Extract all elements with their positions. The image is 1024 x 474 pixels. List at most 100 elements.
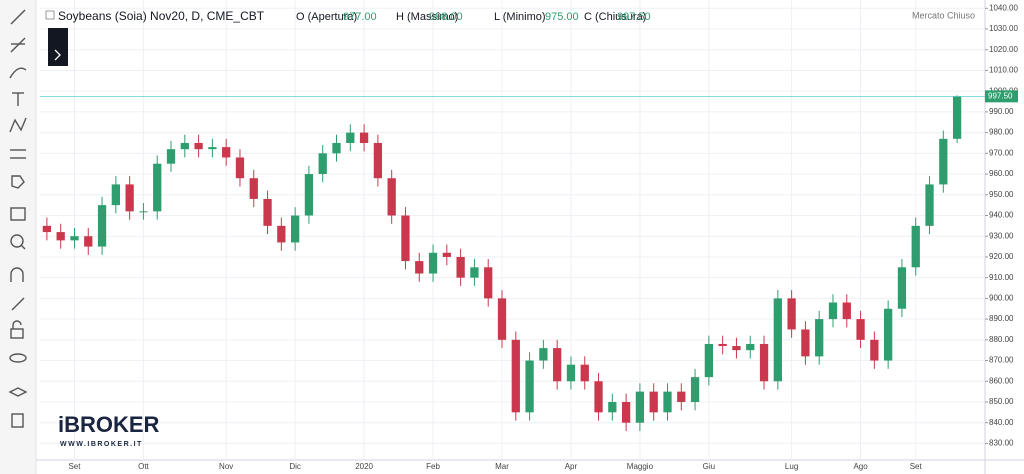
legend-value: 998.00 xyxy=(429,11,463,23)
candle-body xyxy=(952,96,962,139)
collapse-icon[interactable] xyxy=(45,10,55,20)
x-tick-label: Maggio xyxy=(627,462,654,471)
candle-body xyxy=(373,142,383,179)
legend-value: 997.50 xyxy=(617,11,651,23)
candle-body xyxy=(815,319,824,357)
y-tick-label: 920.00 xyxy=(989,252,1014,261)
legend-value: 975.00 xyxy=(545,11,579,23)
y-tick-label: 970.00 xyxy=(989,148,1014,157)
candle-body xyxy=(97,205,107,247)
y-tick-label: 840.00 xyxy=(989,418,1014,427)
candle-body xyxy=(704,343,714,378)
candle-body xyxy=(153,163,162,212)
x-tick-label: Feb xyxy=(426,462,440,471)
candle-body xyxy=(484,267,493,299)
candle-body xyxy=(635,391,645,423)
candle-body xyxy=(539,348,548,361)
ohlc-legend: O (Apertura)977.00 H (Massimo)998.00 L (Mi… xyxy=(296,11,651,23)
candle-body xyxy=(897,267,907,309)
candle-body xyxy=(180,142,189,150)
candle-body xyxy=(70,236,79,241)
candle-body xyxy=(428,252,438,274)
y-tick-label: 930.00 xyxy=(989,231,1014,240)
candle-body xyxy=(594,381,603,413)
y-tick-label: 850.00 xyxy=(989,397,1014,406)
side-panel-toggle[interactable] xyxy=(48,28,68,66)
candle-body xyxy=(649,391,658,413)
candle-body xyxy=(332,142,341,154)
toolbar xyxy=(0,0,36,474)
x-tick-label: Ago xyxy=(853,462,868,471)
candle-body xyxy=(456,256,465,278)
y-tick-label: 960.00 xyxy=(989,169,1014,178)
candle-body xyxy=(939,138,948,185)
candle-body xyxy=(304,174,314,216)
candle-body xyxy=(746,343,755,351)
y-tick-label: 1040.00 xyxy=(989,3,1018,12)
candle-body xyxy=(346,132,355,143)
legend-value: 977.00 xyxy=(343,11,377,23)
brand-url: WWW.IBROKER.IT xyxy=(60,441,143,448)
candle-body xyxy=(290,215,300,243)
candle-body xyxy=(759,343,769,382)
x-tick-label: Set xyxy=(910,462,923,471)
y-tick-label: 1020.00 xyxy=(989,45,1018,54)
brand-name: iBROKER xyxy=(58,412,160,437)
candle-body xyxy=(718,343,727,347)
candles xyxy=(42,95,962,431)
y-tick-label: 910.00 xyxy=(989,273,1014,282)
legend-label: C (Chiusura) xyxy=(584,11,646,23)
candle-body xyxy=(222,147,231,158)
candle-body xyxy=(732,346,741,351)
toggle-arrow xyxy=(54,49,61,61)
x-tick-label: Nov xyxy=(219,462,233,471)
chart-title: Soybeans (Soia) Nov20, D, CME_CBT xyxy=(58,9,265,23)
candle-body xyxy=(566,364,576,382)
candle-body xyxy=(42,225,52,233)
candle-body xyxy=(249,178,258,199)
candle-body xyxy=(842,302,851,320)
candle-body xyxy=(663,391,672,413)
candle-body xyxy=(84,236,93,247)
x-tick-label: Giu xyxy=(703,462,715,471)
candle-body xyxy=(125,184,134,212)
candle-body xyxy=(773,298,782,382)
candle-body xyxy=(263,198,272,226)
y-tick-label: 1010.00 xyxy=(989,66,1018,75)
candle-body xyxy=(911,225,920,268)
y-tick-label: 880.00 xyxy=(989,335,1014,344)
legend-label: H (Massimo) xyxy=(396,11,458,23)
candle-body xyxy=(828,302,838,320)
candle-body xyxy=(525,360,534,413)
legend-label: O (Apertura) xyxy=(296,11,357,23)
legend-label: L (Minimo) xyxy=(494,11,546,23)
x-tick-label: Lug xyxy=(785,462,798,471)
x-tick-label: Ott xyxy=(138,462,149,471)
y-tick-label: 940.00 xyxy=(989,211,1014,220)
candle-body xyxy=(677,391,686,402)
candle-body xyxy=(621,401,631,423)
candle-body xyxy=(870,339,879,361)
x-tick-label: Apr xyxy=(565,462,578,471)
candle-body xyxy=(690,377,700,402)
candle-body xyxy=(277,225,286,243)
candle-body xyxy=(511,339,520,413)
candle-body xyxy=(194,142,203,150)
last-price-label: 997.50 xyxy=(988,91,1013,100)
candle-body xyxy=(442,252,451,257)
y-tick-label: 900.00 xyxy=(989,293,1014,302)
candle-body xyxy=(856,319,865,340)
y-tick-label: 950.00 xyxy=(989,190,1014,199)
candle-body xyxy=(925,184,934,226)
candle-body xyxy=(787,298,796,330)
y-tick-label: 1030.00 xyxy=(989,24,1018,33)
candle-body xyxy=(553,348,562,382)
toolbar-icons[interactable] xyxy=(8,9,28,428)
x-tick-label: Set xyxy=(68,462,81,471)
candle-body xyxy=(801,329,810,357)
x-tick-label: Mar xyxy=(495,462,509,471)
candle-body xyxy=(580,364,589,382)
candle-body xyxy=(884,308,893,361)
last-price-box xyxy=(985,90,1018,103)
y-tick-label: 830.00 xyxy=(989,439,1014,448)
